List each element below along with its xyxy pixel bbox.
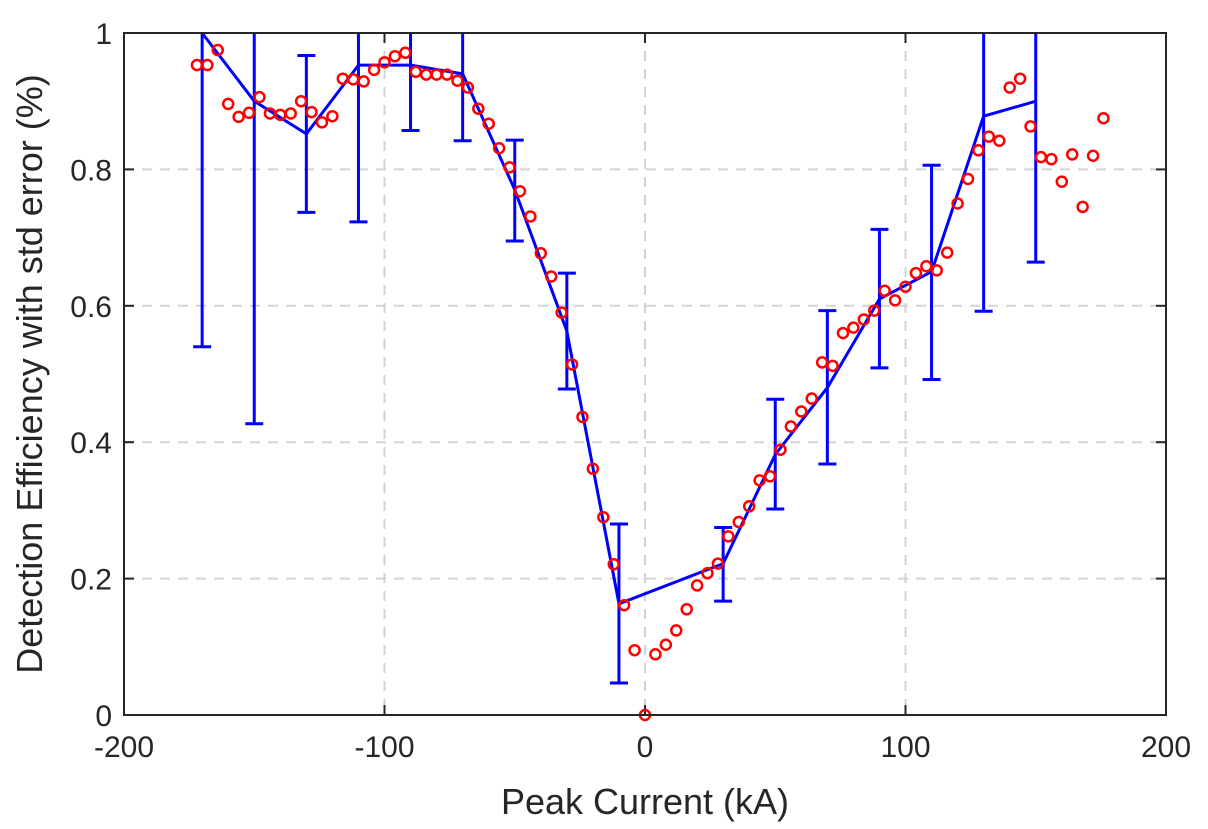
- plot-series: [190, 32, 1110, 722]
- x-tick-label: 0: [637, 731, 654, 764]
- data-point: [201, 58, 214, 72]
- data-point: [659, 638, 673, 652]
- y-tick-label: 0.2: [70, 564, 112, 597]
- data-point: [326, 109, 339, 123]
- data-point: [451, 74, 464, 87]
- data-point: [534, 247, 548, 260]
- data-point: [774, 443, 787, 456]
- data-point: [1086, 149, 1100, 163]
- data-point: [826, 359, 839, 373]
- data-point: [649, 648, 662, 661]
- data-point: [1065, 148, 1079, 161]
- data-point: [607, 558, 620, 571]
- data-point: [1003, 81, 1016, 94]
- data-point: [472, 102, 485, 115]
- y-tick-label: 1: [95, 18, 112, 51]
- data-point: [440, 68, 454, 81]
- data-point: [961, 172, 975, 186]
- data-point: [847, 321, 860, 334]
- data-point: [367, 63, 381, 77]
- x-tick-label: -100: [354, 731, 414, 764]
- data-point: [888, 294, 902, 307]
- data-point: [482, 117, 495, 130]
- data-point: [378, 56, 391, 69]
- data-point: [732, 515, 746, 529]
- data-point: [597, 510, 610, 524]
- data-point: [253, 90, 266, 104]
- data-point: [305, 105, 318, 119]
- data-point: [867, 304, 881, 317]
- data-point: [982, 130, 996, 143]
- y-axis-title: Detection Efficiency with std error (%): [9, 74, 50, 674]
- data-point: [951, 197, 964, 210]
- data-point: [524, 210, 537, 223]
- data-point: [815, 356, 829, 369]
- y-tick-label: 0.8: [70, 154, 112, 187]
- mean-line: [200, 32, 1037, 606]
- data-point: [930, 264, 944, 277]
- data-point: [1097, 112, 1110, 125]
- x-tick-label: 100: [880, 731, 930, 764]
- data-point: [993, 134, 1006, 148]
- data-point: [503, 161, 516, 174]
- data-point: [784, 420, 798, 433]
- data-point: [701, 566, 714, 580]
- x-axis-title: Peak Current (kA): [501, 781, 789, 822]
- data-point: [670, 624, 683, 637]
- data-point: [513, 184, 527, 198]
- y-tick-label: 0.4: [70, 427, 112, 460]
- data-point: [753, 474, 766, 487]
- data-point: [242, 106, 256, 120]
- data-point: [221, 97, 235, 111]
- data-point: [1045, 152, 1058, 166]
- data-point: [399, 46, 412, 60]
- data-point: [878, 284, 891, 298]
- data-point: [492, 142, 506, 155]
- data-point: [284, 107, 297, 120]
- plot-frame: [123, 32, 1167, 716]
- data-point: [294, 94, 308, 108]
- data-point: [940, 246, 954, 259]
- data-point: [388, 49, 402, 63]
- data-point: [1024, 120, 1037, 133]
- data-point: [586, 462, 600, 476]
- x-tick-label: -200: [94, 731, 154, 764]
- x-axis-ticks: -200 -100 0 100 200: [94, 33, 1191, 764]
- data-point: [565, 358, 579, 371]
- data-point: [576, 410, 589, 424]
- data-point: [795, 405, 808, 418]
- data-point: [836, 326, 850, 340]
- y-tick-label: 0.6: [70, 291, 112, 324]
- data-point: [920, 259, 933, 273]
- data-point: [555, 306, 568, 319]
- data-point: [232, 110, 245, 124]
- data-point: [628, 643, 641, 657]
- data-point: [711, 557, 725, 570]
- data-point: [899, 280, 912, 293]
- data-point: [1055, 175, 1069, 188]
- y-tick-label: 0: [95, 700, 112, 733]
- data-point: [690, 579, 704, 592]
- data-point: [857, 313, 871, 326]
- data-point: [805, 392, 818, 405]
- data-point: [722, 530, 735, 543]
- x-tick-label: 200: [1141, 731, 1191, 764]
- data-point: [972, 144, 985, 157]
- data-point: [742, 500, 756, 513]
- data-point: [315, 116, 329, 129]
- data-point: [1013, 72, 1027, 85]
- data-point: [544, 270, 558, 283]
- y-axis-ticks: 0 0.2 0.4 0.6 0.8 1: [70, 18, 1166, 733]
- data-point: [357, 75, 370, 88]
- grid-lines: [124, 33, 1166, 715]
- data-point: [1076, 200, 1089, 214]
- data-point: [763, 470, 777, 483]
- data-point: [909, 266, 923, 280]
- data-point: [211, 43, 225, 57]
- data-point: [680, 603, 693, 616]
- data-point: [617, 598, 631, 612]
- data-point: [461, 81, 475, 94]
